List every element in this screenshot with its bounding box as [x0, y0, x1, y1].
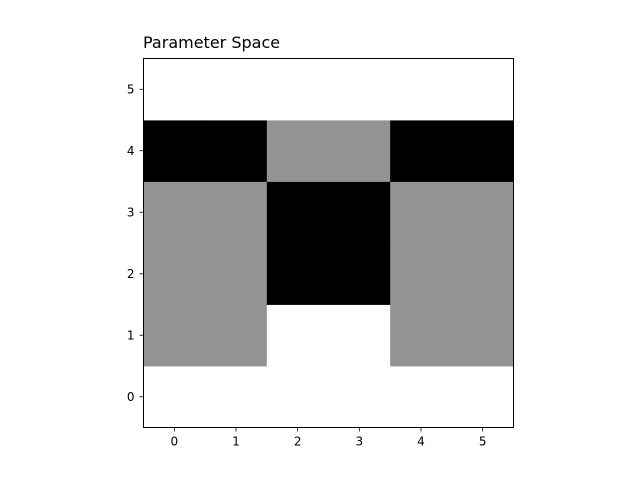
- heatmap-cell: [390, 120, 453, 182]
- y-tick-label: 2: [127, 267, 135, 281]
- y-tick-label: 0: [127, 390, 135, 404]
- heatmap-cell: [205, 366, 268, 428]
- y-tick-label: 3: [127, 205, 135, 219]
- heatmap-cell: [143, 181, 206, 244]
- y-axis-ticks: 0 1 2 3 4 5: [127, 82, 144, 404]
- heatmap-cell: [205, 243, 268, 305]
- heatmap-cell: [451, 181, 514, 244]
- x-tick-label: 3: [356, 435, 364, 449]
- heatmap-cell: [205, 120, 268, 182]
- heatmap-cell: [143, 58, 206, 121]
- x-axis-ticks: 0 1 2 3 4 5: [171, 427, 487, 449]
- heatmap-cells: [143, 58, 514, 428]
- heatmap-cell: [328, 58, 391, 121]
- heatmap-cell: [451, 243, 514, 305]
- heatmap-cell: [143, 304, 206, 367]
- heatmap-cell: [266, 181, 329, 244]
- heatmap-cell: [328, 304, 391, 367]
- heatmap-cell: [266, 58, 329, 121]
- heatmap-cell: [143, 366, 206, 428]
- x-tick-label: 2: [294, 435, 302, 449]
- heatmap-cell: [143, 120, 206, 182]
- heatmap-cell: [390, 243, 453, 305]
- y-tick-label: 5: [127, 82, 135, 96]
- heatmap-cell: [328, 366, 391, 428]
- heatmap-cell: [390, 366, 453, 428]
- heatmap-cell: [328, 181, 391, 244]
- heatmap-cell: [266, 304, 329, 367]
- x-tick-label: 0: [171, 435, 179, 449]
- heatmap-cell: [266, 366, 329, 428]
- heatmap-cell: [390, 58, 453, 121]
- heatmap-cell: [205, 181, 268, 244]
- heatmap-cell: [451, 120, 514, 182]
- x-tick-label: 4: [417, 435, 425, 449]
- y-tick-label: 1: [127, 328, 135, 342]
- heatmap-cell: [390, 304, 453, 367]
- axes-frame: [143, 58, 514, 428]
- x-tick-label: 1: [232, 435, 240, 449]
- heatmap-cell: [451, 58, 514, 121]
- heatmap-cell: [328, 243, 391, 305]
- heatmap-cell: [390, 181, 453, 244]
- x-tick-label: 5: [479, 435, 487, 449]
- heatmap-cell: [266, 120, 329, 182]
- chart-title: Parameter Space: [143, 33, 281, 52]
- heatmap-cell: [205, 304, 268, 367]
- heatmap-cell: [143, 243, 206, 305]
- heatmap-cell: [205, 58, 268, 121]
- heatmap-cell: [451, 304, 514, 367]
- y-tick-label: 4: [127, 144, 135, 158]
- heatmap-cell: [328, 120, 391, 182]
- heatmap-cell: [266, 243, 329, 305]
- heatmap-cell: [451, 366, 514, 428]
